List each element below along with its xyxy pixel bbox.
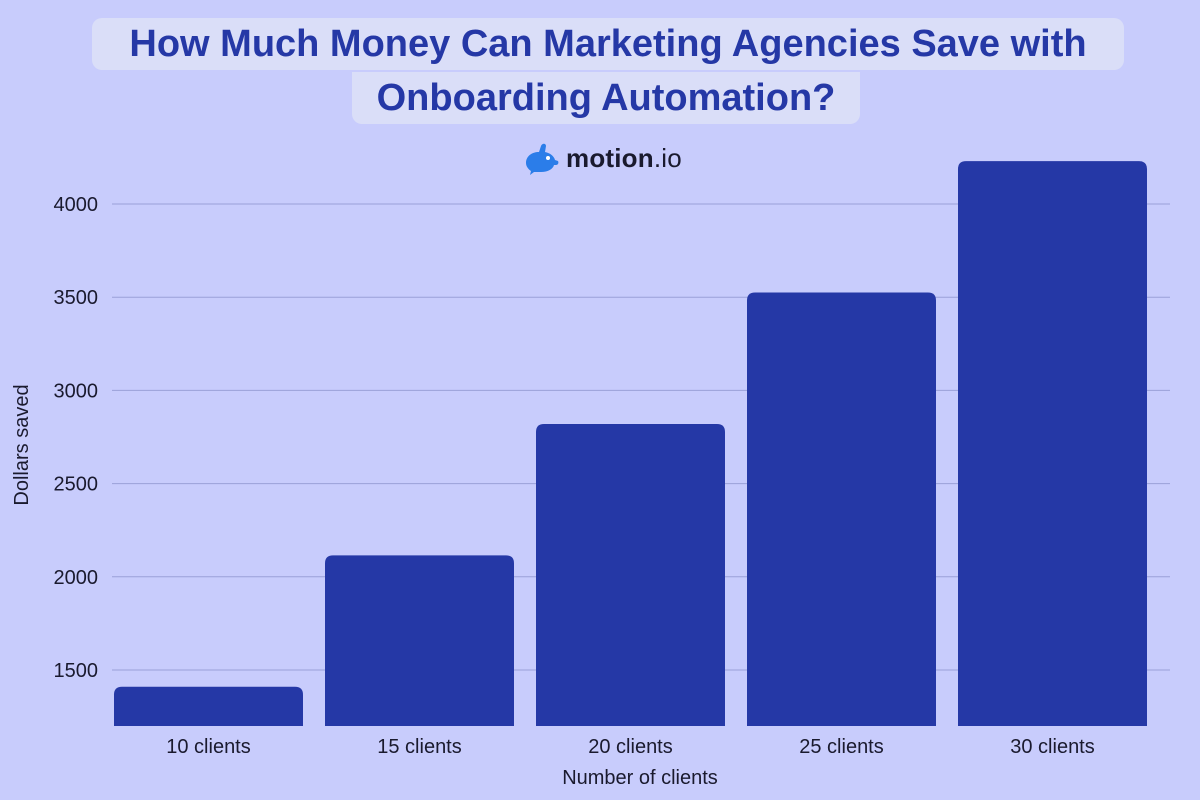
- x-tick-label: 10 clients: [166, 736, 251, 758]
- y-tick-label: 2500: [54, 474, 99, 496]
- y-tick-label: 1500: [54, 660, 99, 682]
- y-tick-label: 4000: [54, 194, 99, 216]
- y-tick-label: 3000: [54, 380, 99, 402]
- x-tick-label: 20 clients: [588, 736, 673, 758]
- title-line-1: How Much Money Can Marketing Agencies Sa…: [92, 18, 1124, 70]
- brand-name-main: motion: [566, 142, 654, 173]
- x-axis-label: Number of clients: [562, 767, 718, 789]
- x-tick-label: 30 clients: [1010, 736, 1095, 758]
- title-line-2: Onboarding Automation?: [352, 72, 860, 124]
- brand-logo: motion.io: [522, 140, 682, 176]
- rabbit-logo-icon: [526, 143, 559, 175]
- brand-name: motion.io: [566, 143, 682, 174]
- y-tick-label: 2000: [54, 567, 99, 589]
- x-tick-label: 25 clients: [799, 736, 884, 758]
- x-tick-label: 15 clients: [377, 736, 462, 758]
- bar-25-clients: [747, 292, 936, 726]
- y-tick-label: 3500: [54, 287, 99, 309]
- bar-30-clients: [958, 161, 1147, 727]
- bar-10-clients: [114, 686, 303, 726]
- brand-name-suffix: .io: [653, 142, 682, 173]
- bar-20-clients: [536, 423, 725, 726]
- bar-15-clients: [325, 555, 514, 726]
- y-axis-label: Dollars saved: [11, 384, 33, 505]
